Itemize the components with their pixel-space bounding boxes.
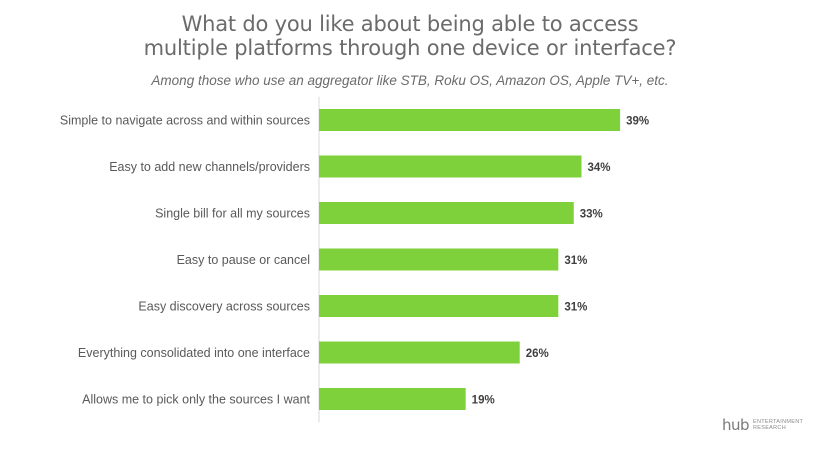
- data-label: 19%: [472, 395, 495, 407]
- category-label: Easy to pause or cancel: [177, 253, 310, 267]
- category-label: Everything consolidated into one interfa…: [78, 346, 310, 360]
- data-label: 39%: [626, 116, 649, 128]
- bar: [319, 295, 559, 317]
- bar: [319, 155, 582, 178]
- bar: [319, 341, 520, 364]
- hub-logo: hub ENTERTAINMENT RESEARCH: [722, 417, 812, 435]
- bar: [319, 109, 621, 131]
- hub-logo-mark: hub: [722, 416, 750, 434]
- bar: [319, 248, 559, 271]
- bar: [319, 202, 574, 224]
- bar: [319, 388, 466, 410]
- data-label: 26%: [526, 348, 549, 360]
- category-label: Allows me to pick only the sources I wan…: [82, 393, 310, 407]
- hub-logo-text: ENTERTAINMENT RESEARCH: [753, 419, 813, 431]
- chart-subtitle: Among those who use an aggregator like S…: [151, 73, 669, 88]
- hub-logo-line-2: RESEARCH: [753, 425, 786, 431]
- chart-title-line-2: multiple platforms through one device or…: [143, 36, 677, 60]
- chart-title-line-1: What do you like about being able to acc…: [181, 12, 639, 36]
- data-label: 34%: [587, 162, 610, 174]
- data-label: 31%: [564, 302, 587, 314]
- chart-title: What do you like about being able to acc…: [0, 12, 820, 60]
- data-label: 31%: [564, 255, 587, 267]
- category-label: Easy discovery across sources: [138, 300, 310, 314]
- category-label: Simple to navigate across and within sou…: [60, 114, 310, 128]
- hub-logo-line-1: ENTERTAINMENT: [753, 419, 804, 425]
- category-label: Single bill for all my sources: [155, 207, 310, 221]
- data-label: 33%: [580, 209, 603, 221]
- category-label: Easy to add new channels/providers: [109, 160, 310, 174]
